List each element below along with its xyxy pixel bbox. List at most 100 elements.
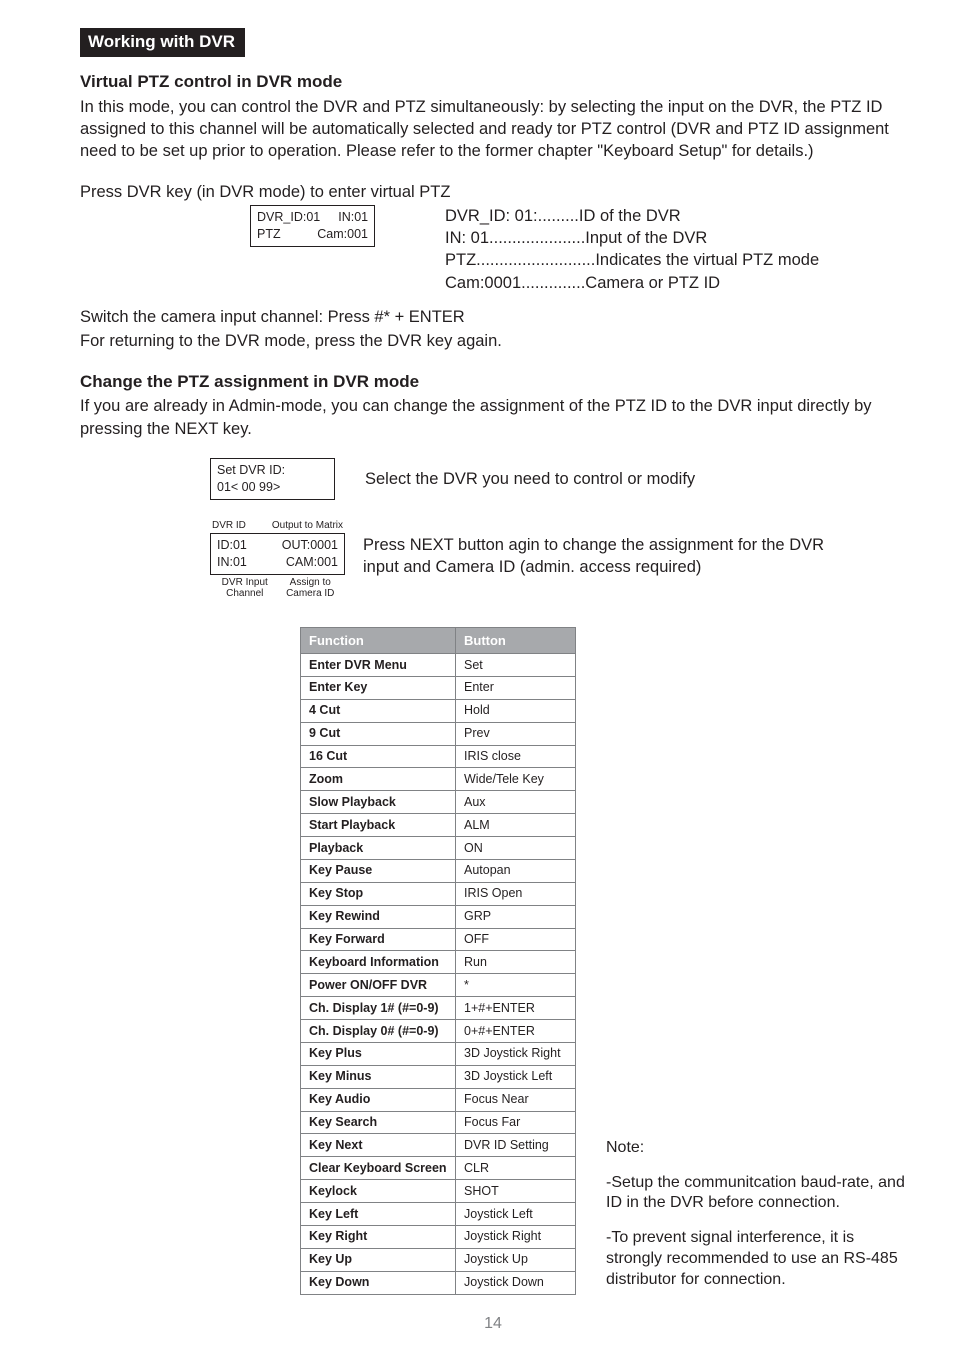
section-tag: Working with DVR	[80, 28, 245, 57]
table-cell-button: 1+#+ENTER	[456, 997, 576, 1020]
table-cell-button: GRP	[456, 905, 576, 928]
lcd-display-3-wrap: DVR ID Output to Matrix ID:01OUT:0001 IN…	[210, 520, 345, 599]
table-row: ZoomWide/Tele Key	[301, 768, 576, 791]
paragraph: For returning to the DVR mode, press the…	[80, 330, 906, 352]
table-cell-button: IRIS close	[456, 745, 576, 768]
table-row: Key AudioFocus Near	[301, 1088, 576, 1111]
table-row: Key PauseAutopan	[301, 859, 576, 882]
lcd-text: ID:01	[217, 537, 247, 554]
table-cell-function: Key Right	[301, 1225, 456, 1248]
lcd-text: IN:01	[217, 554, 247, 571]
table-row: KeylockSHOT	[301, 1180, 576, 1203]
table-row: Key SearchFocus Far	[301, 1111, 576, 1134]
table-cell-function: Enter DVR Menu	[301, 654, 456, 677]
note-block: Note: -Setup the communitcation baud-rat…	[606, 1138, 906, 1295]
note-paragraph: -Setup the communitcation baud-rate, and…	[606, 1173, 906, 1215]
table-row: Key LeftJoystick Left	[301, 1203, 576, 1226]
lcd-text: DVR_ID:01	[257, 209, 320, 226]
legend-line: IN: 01.....................Input of the …	[445, 227, 819, 249]
table-cell-button: Focus Near	[456, 1088, 576, 1111]
table-row: PlaybackON	[301, 837, 576, 860]
table-header-function: Function	[301, 627, 456, 654]
table-cell-button: Joystick Up	[456, 1248, 576, 1271]
table-cell-function: Key Down	[301, 1271, 456, 1294]
lcd-display-3: ID:01 OUT:0001 IN:01 CAM:001	[210, 533, 345, 575]
lcd-caption: Assign to Camera ID	[278, 577, 344, 599]
paragraph: If you are already in Admin-mode, you ca…	[80, 395, 906, 440]
table-cell-button: IRIS Open	[456, 882, 576, 905]
lcd-text: IN:01	[338, 209, 368, 226]
legend-block: DVR_ID: 01:.........ID of the DVR IN: 01…	[445, 205, 819, 294]
table-cell-button: *	[456, 974, 576, 997]
table-cell-button: 3D Joystick Left	[456, 1065, 576, 1088]
table-row: Enter KeyEnter	[301, 676, 576, 699]
table-row: Key DownJoystick Down	[301, 1271, 576, 1294]
table-cell-function: 16 Cut	[301, 745, 456, 768]
table-cell-button: SHOT	[456, 1180, 576, 1203]
table-cell-function: Key Stop	[301, 882, 456, 905]
table-row: Start PlaybackALM	[301, 814, 576, 837]
table-cell-function: Ch. Display 1# (#=0-9)	[301, 997, 456, 1020]
table-row: Ch. Display 1# (#=0-9)1+#+ENTER	[301, 997, 576, 1020]
page-number: 14	[80, 1313, 906, 1335]
table-cell-function: Key Next	[301, 1134, 456, 1157]
table-cell-button: Joystick Down	[456, 1271, 576, 1294]
table-row: 4 CutHold	[301, 699, 576, 722]
lcd-text: PTZ	[257, 226, 281, 243]
table-row: Slow PlaybackAux	[301, 791, 576, 814]
table-cell-function: Enter Key	[301, 676, 456, 699]
table-cell-button: Joystick Left	[456, 1203, 576, 1226]
table-cell-function: Key Audio	[301, 1088, 456, 1111]
table-cell-button: Hold	[456, 699, 576, 722]
table-row: Clear Keyboard ScreenCLR	[301, 1157, 576, 1180]
table-cell-function: Key Search	[301, 1111, 456, 1134]
table-cell-function: Key Forward	[301, 928, 456, 951]
table-cell-function: 9 Cut	[301, 722, 456, 745]
lcd-text: Set DVR ID:	[217, 462, 328, 479]
table-cell-button: Focus Far	[456, 1111, 576, 1134]
table-cell-button: 0+#+ENTER	[456, 1020, 576, 1043]
table-row: Power ON/OFF DVR*	[301, 974, 576, 997]
table-cell-button: 3D Joystick Right	[456, 1042, 576, 1065]
paragraph: Press DVR key (in DVR mode) to enter vir…	[80, 181, 906, 203]
table-cell-function: Key Minus	[301, 1065, 456, 1088]
lcd-text: 01< 00 99>	[217, 479, 328, 496]
table-cell-function: Zoom	[301, 768, 456, 791]
table-cell-function: Ch. Display 0# (#=0-9)	[301, 1020, 456, 1043]
table-cell-button: ON	[456, 837, 576, 860]
table-row: Key ForwardOFF	[301, 928, 576, 951]
table-cell-button: Prev	[456, 722, 576, 745]
lcd-text: Cam:001	[317, 226, 368, 243]
table-row: Keyboard InformationRun	[301, 951, 576, 974]
table-cell-function: Key Pause	[301, 859, 456, 882]
table-row: Key StopIRIS Open	[301, 882, 576, 905]
table-cell-function: Key Up	[301, 1248, 456, 1271]
table-row: Key RewindGRP	[301, 905, 576, 928]
table-cell-function: Key Rewind	[301, 905, 456, 928]
table-cell-function: Key Plus	[301, 1042, 456, 1065]
table-cell-function: 4 Cut	[301, 699, 456, 722]
note-paragraph: -To prevent signal interference, it is s…	[606, 1228, 906, 1290]
legend-line: Select the DVR you need to control or mo…	[365, 468, 695, 490]
legend-line: Press NEXT button agin to change the ass…	[363, 520, 843, 579]
table-cell-button: OFF	[456, 928, 576, 951]
table-header-button: Button	[456, 627, 576, 654]
lcd-text: CAM:001	[286, 554, 338, 571]
table-cell-function: Power ON/OFF DVR	[301, 974, 456, 997]
table-row: Ch. Display 0# (#=0-9)0+#+ENTER	[301, 1020, 576, 1043]
legend-line: DVR_ID: 01:.........ID of the DVR	[445, 205, 819, 227]
paragraph: In this mode, you can control the DVR an…	[80, 96, 906, 163]
table-cell-button: Enter	[456, 676, 576, 699]
table-row: Key Minus3D Joystick Left	[301, 1065, 576, 1088]
lcd-text: OUT:0001	[282, 537, 338, 554]
table-row: Key Plus3D Joystick Right	[301, 1042, 576, 1065]
table-cell-function: Start Playback	[301, 814, 456, 837]
table-row: Key RightJoystick Right	[301, 1225, 576, 1248]
lcd-caption: DVR ID	[212, 520, 246, 531]
table-cell-button: Joystick Right	[456, 1225, 576, 1248]
table-row: 16 CutIRIS close	[301, 745, 576, 768]
table-cell-function: Clear Keyboard Screen	[301, 1157, 456, 1180]
heading-change-ptz: Change the PTZ assignment in DVR mode	[80, 371, 906, 394]
table-cell-button: Set	[456, 654, 576, 677]
table-cell-function: Keyboard Information	[301, 951, 456, 974]
